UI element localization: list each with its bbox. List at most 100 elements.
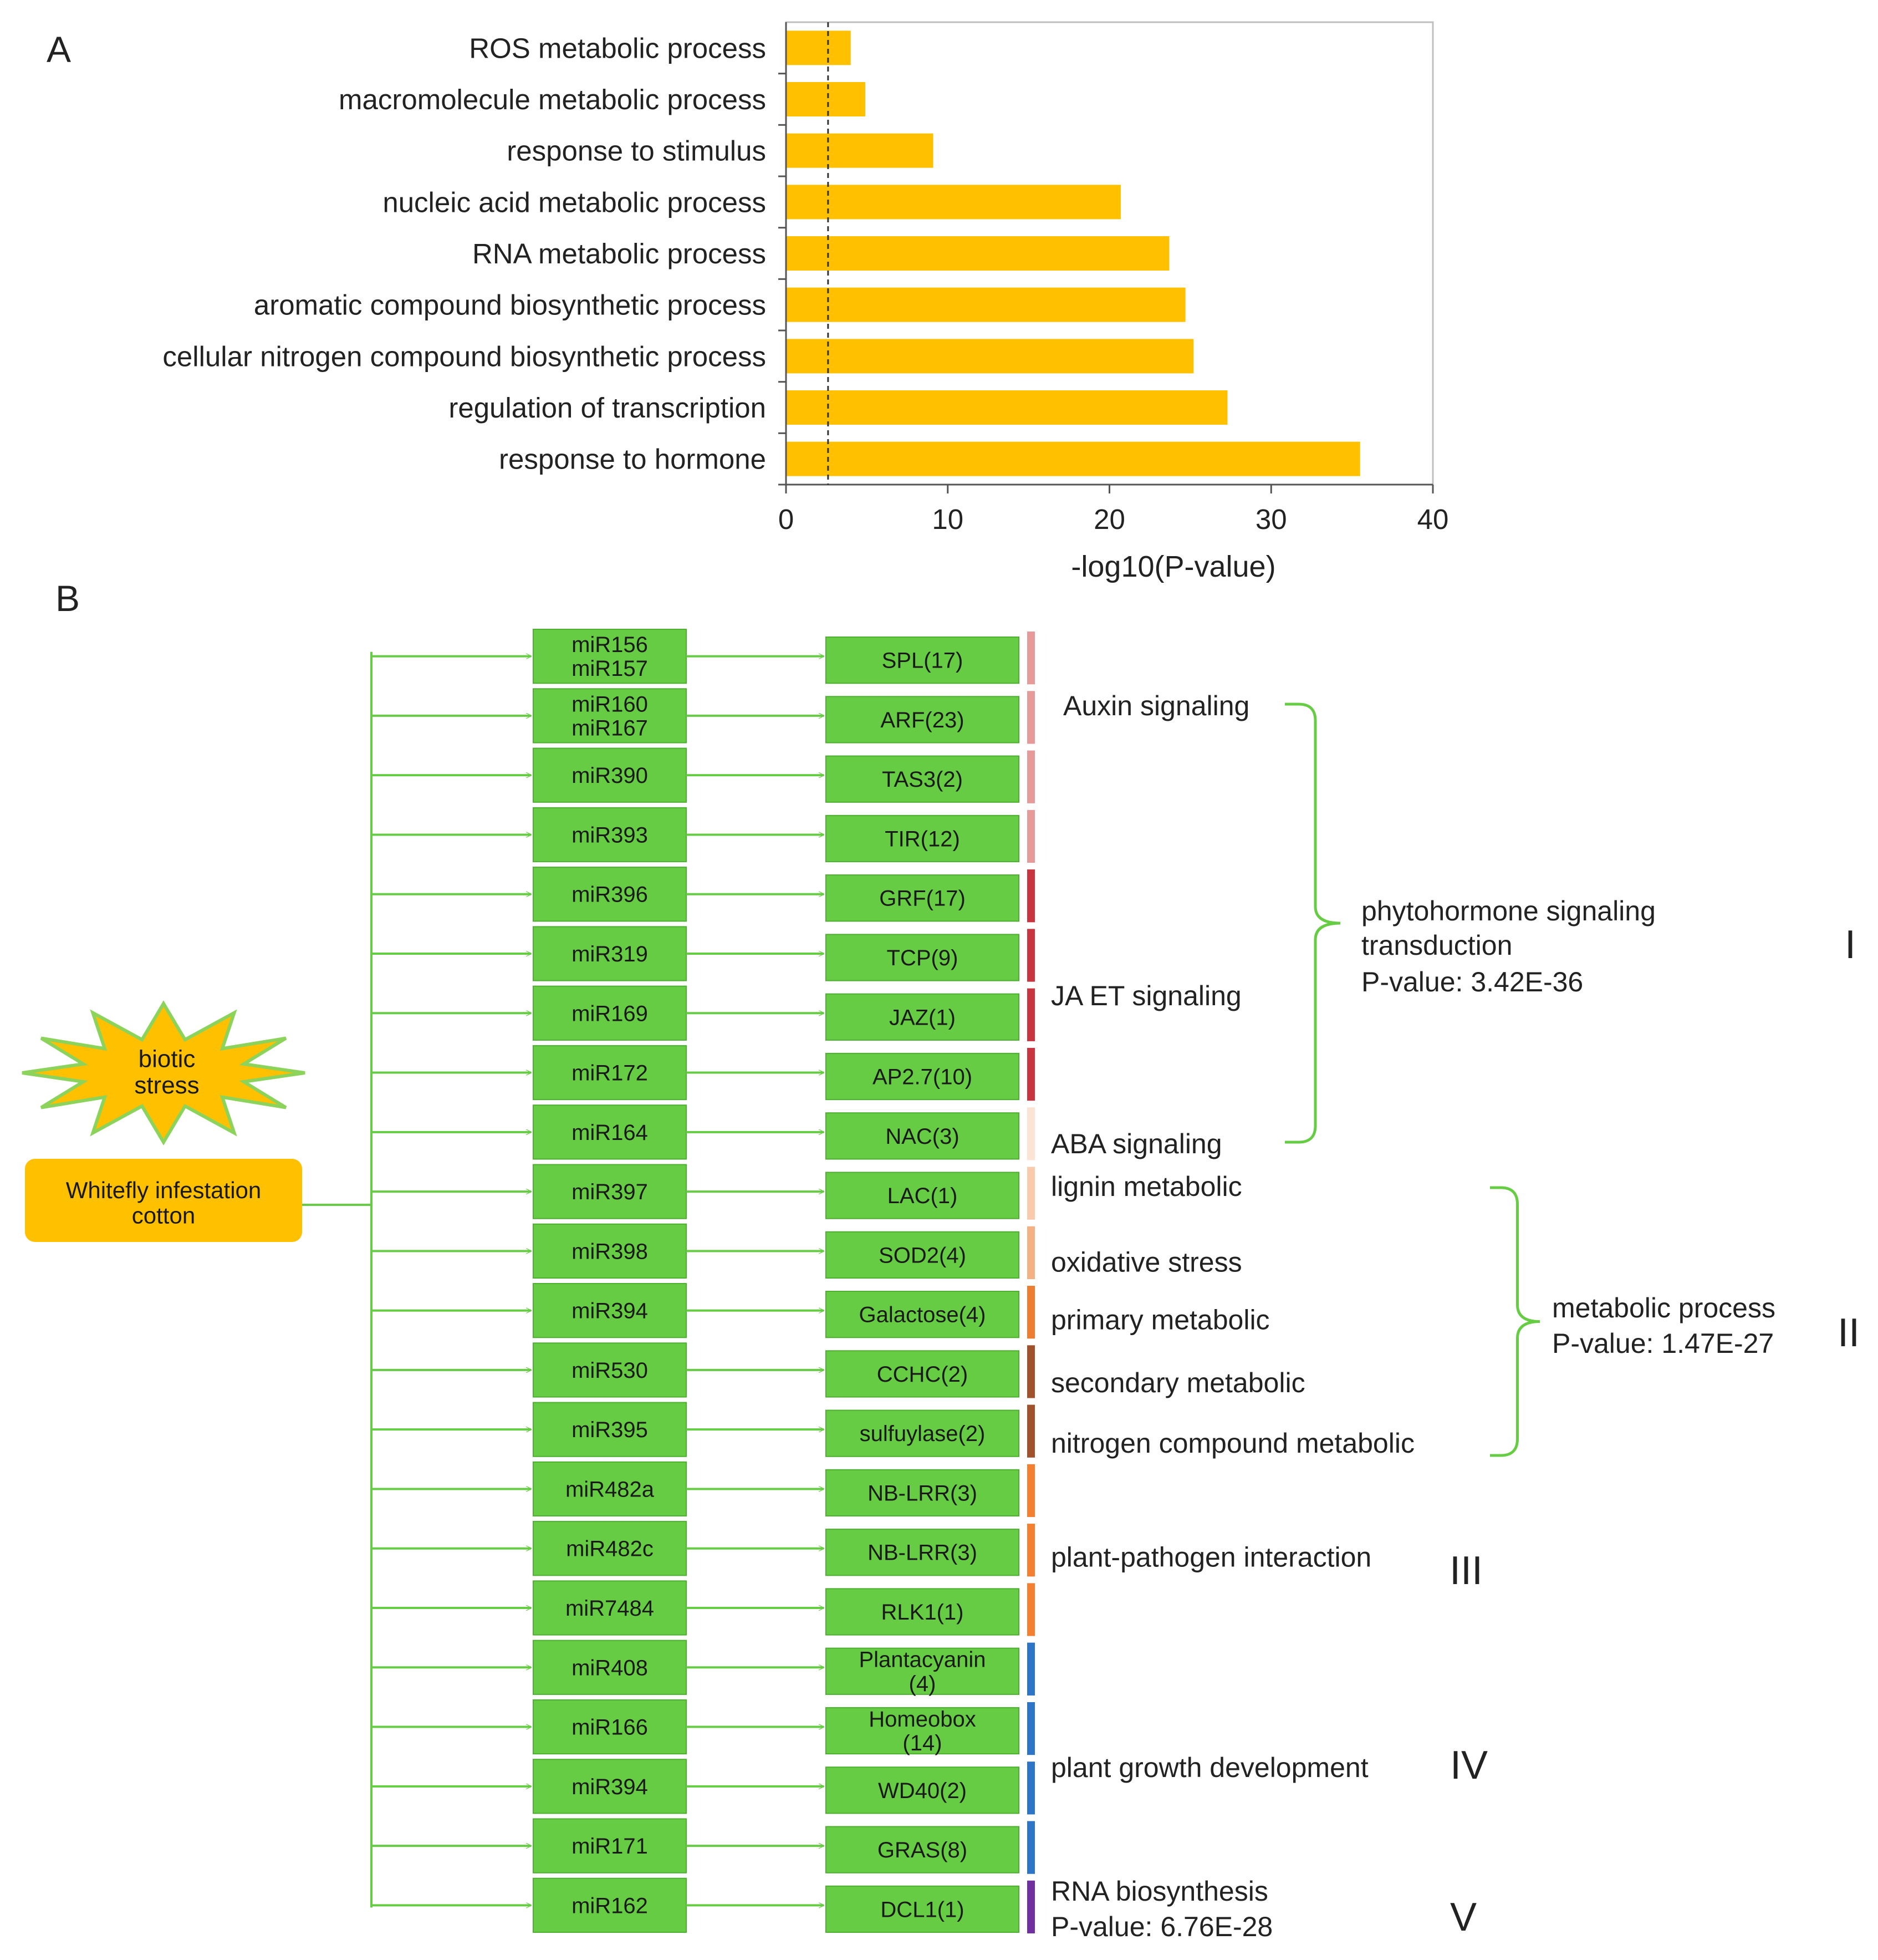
- target-label: GRF(17): [879, 887, 966, 911]
- mirna-box: [533, 629, 687, 684]
- category-color-bar: [1027, 632, 1035, 685]
- category-color-bar: [1027, 1821, 1035, 1874]
- target-box: [825, 1231, 1019, 1279]
- category-label: regulation of transcription: [448, 392, 766, 424]
- target-box: [825, 934, 1019, 981]
- network-row: miR171 GRAS(8): [371, 1818, 1035, 1874]
- target-label: SPL(17): [882, 649, 963, 673]
- target-label: NAC(3): [885, 1124, 959, 1149]
- bar: [786, 441, 1360, 476]
- target-label: Plantacyanin (4): [859, 1648, 986, 1696]
- category-color-bar: [1027, 750, 1035, 803]
- bar: [786, 133, 933, 168]
- bar: [786, 30, 851, 65]
- category-color-bar: [1027, 1464, 1035, 1518]
- network-row: miR398 SOD2(4): [371, 1223, 1035, 1279]
- network-row: miR393 TIR(12): [371, 807, 1035, 863]
- category-label: aromatic compound biosynthetic process: [254, 289, 766, 321]
- network-row: miR482c NB-LRR(3): [371, 1521, 1035, 1577]
- network-row: miR395 sulfuylase(2): [371, 1402, 1035, 1458]
- target-label: SOD2(4): [879, 1243, 966, 1267]
- target-box: [825, 993, 1019, 1041]
- target-label: JAZ(1): [889, 1005, 956, 1030]
- mirna-box: [533, 1521, 687, 1576]
- network-row: miR408 Plantacyanin (4): [371, 1640, 1035, 1696]
- category-title: phytohormone signaling: [1361, 895, 1656, 926]
- bar: [786, 82, 865, 116]
- target-box: [825, 1766, 1019, 1814]
- network-row: miR166 Homeobox (14): [371, 1699, 1035, 1755]
- mirna-label: miR394: [571, 1299, 648, 1323]
- target-box: [825, 1409, 1019, 1457]
- target-box: [825, 814, 1019, 863]
- x-tick-label: 40: [1417, 503, 1449, 535]
- category-color-bar: [1027, 1880, 1035, 1933]
- mirna-label: miR397: [571, 1180, 648, 1204]
- function-label: Auxin signaling: [1063, 690, 1249, 721]
- mirna-box: [533, 1045, 687, 1101]
- roman-numeral: V: [1450, 1895, 1477, 1939]
- roman-numeral: IV: [1450, 1743, 1488, 1788]
- function-label: oxidative stress: [1051, 1246, 1242, 1277]
- target-box: [825, 1588, 1019, 1636]
- category-color-bar: [1027, 1345, 1035, 1398]
- network-row: miR530 CCHC(2): [371, 1342, 1035, 1398]
- target-label: GRAS(8): [877, 1838, 967, 1862]
- category-label: cellular nitrogen compound biosynthetic …: [162, 340, 766, 372]
- phytohormone-bracket: [1285, 702, 1341, 1144]
- network-row: miR7484 RLK1(1): [371, 1580, 1035, 1636]
- target-label: TAS3(2): [882, 767, 963, 792]
- whitefly-infestation-label: Whitefly infestation cotton: [66, 1177, 262, 1228]
- mirna-label: miR396: [571, 883, 648, 907]
- category-label: macromolecule metabolic process: [339, 84, 766, 115]
- target-box: [825, 1885, 1019, 1933]
- mirna-label: miR160 miR167: [571, 692, 648, 740]
- category-label: nucleic acid metabolic process: [382, 186, 766, 218]
- mirna-label: miR395: [571, 1418, 648, 1442]
- mirna-box: [533, 1402, 687, 1457]
- target-box: [825, 1529, 1019, 1576]
- mirna-box: [533, 688, 687, 744]
- mirna-box: [533, 1342, 687, 1398]
- category-color-bar: [1027, 1524, 1035, 1577]
- mirna-label: miR408: [571, 1656, 648, 1680]
- target-label: WD40(2): [878, 1779, 967, 1803]
- category-color-bar: [1027, 929, 1035, 982]
- bar: [786, 287, 1186, 322]
- roman-numeral: III: [1450, 1549, 1483, 1593]
- target-box: [825, 1350, 1019, 1398]
- target-box: [825, 1172, 1019, 1219]
- mirna-box: [533, 1223, 687, 1279]
- target-box: [825, 1469, 1019, 1517]
- x-tick-label: 30: [1256, 503, 1287, 535]
- category-color-bar: [1027, 1583, 1035, 1636]
- mirna-label: miR530: [571, 1358, 648, 1383]
- mirna-label: miR172: [571, 1061, 648, 1086]
- target-box: [825, 1826, 1019, 1874]
- target-box: [825, 1291, 1019, 1338]
- mirna-label: miR393: [571, 823, 648, 847]
- network-row: miR156 miR157 SPL(17): [371, 629, 1035, 685]
- mirna-label: miR394: [571, 1775, 648, 1799]
- biotic-stress-star: [22, 1000, 305, 1146]
- function-label: secondary metabolic: [1051, 1367, 1305, 1398]
- category-color-bar: [1027, 869, 1035, 923]
- target-label: NB-LRR(3): [867, 1481, 977, 1505]
- category-color-bar: [1027, 691, 1035, 744]
- target-label: DCL1(1): [880, 1897, 964, 1922]
- category-label: RNA metabolic process: [472, 238, 766, 269]
- mirna-label: miR7484: [565, 1596, 654, 1621]
- network-row: miR172 AP2.7(10): [371, 1045, 1035, 1101]
- target-box: [825, 755, 1019, 803]
- target-label: NB-LRR(3): [867, 1541, 977, 1565]
- function-label: P-value: 6.76E-28: [1051, 1911, 1273, 1942]
- x-tick-label: 0: [778, 503, 794, 535]
- roman-numeral: I: [1845, 923, 1856, 967]
- target-label: Homeobox (14): [869, 1707, 976, 1755]
- mirna-box: [533, 1104, 687, 1160]
- category-color-bar: [1027, 1762, 1035, 1815]
- network-row: miR394 WD40(2): [371, 1759, 1035, 1815]
- network-row: miR160 miR167 ARF(23): [371, 688, 1035, 744]
- category-color-bar: [1027, 1404, 1035, 1458]
